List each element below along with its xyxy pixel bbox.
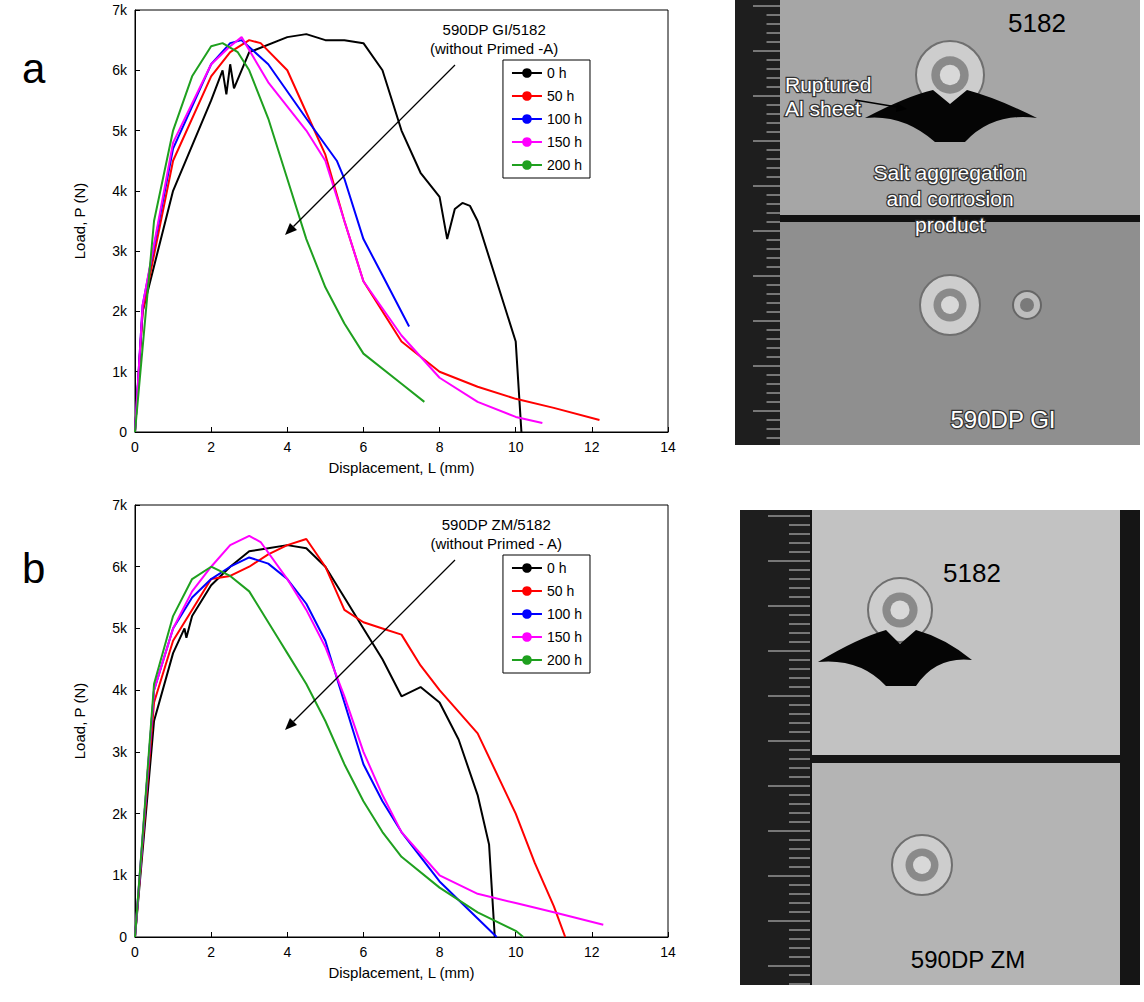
svg-text:8: 8: [436, 439, 444, 455]
svg-text:100 h: 100 h: [547, 606, 582, 622]
svg-text:150 h: 150 h: [547, 629, 582, 645]
svg-text:Load, P (N): Load, P (N): [71, 183, 88, 259]
svg-text:150 h: 150 h: [547, 134, 582, 150]
svg-text:4k: 4k: [112, 183, 128, 199]
svg-text:200 h: 200 h: [547, 652, 582, 668]
svg-text:14: 14: [660, 944, 676, 960]
svg-text:10: 10: [508, 944, 524, 960]
svg-text:3k: 3k: [112, 243, 128, 259]
svg-text:product: product: [915, 213, 985, 236]
svg-text:10: 10: [508, 439, 524, 455]
svg-text:6: 6: [360, 944, 368, 960]
svg-text:50 h: 50 h: [547, 88, 574, 104]
svg-text:(without Primed -A): (without Primed -A): [430, 40, 558, 57]
svg-text:4: 4: [283, 439, 291, 455]
svg-text:(without Primed - A): (without Primed - A): [430, 535, 562, 552]
svg-text:7k: 7k: [112, 497, 128, 513]
svg-text:and corrosion: and corrosion: [886, 187, 1013, 210]
svg-text:1k: 1k: [112, 867, 128, 883]
svg-text:590DP ZM: 590DP ZM: [911, 946, 1025, 973]
svg-text:2: 2: [207, 439, 215, 455]
svg-text:7k: 7k: [112, 2, 128, 18]
svg-text:Load, P (N): Load, P (N): [71, 683, 88, 759]
html-text:a: a: [22, 45, 46, 92]
svg-text:590DP GI/5182: 590DP GI/5182: [443, 21, 546, 38]
svg-text:14: 14: [660, 439, 676, 455]
svg-text:Salt aggregation: Salt aggregation: [874, 161, 1027, 184]
svg-text:5k: 5k: [112, 123, 128, 139]
svg-text:4: 4: [283, 944, 291, 960]
svg-text:6: 6: [360, 439, 368, 455]
svg-text:0 h: 0 h: [547, 65, 566, 81]
svg-text:5182: 5182: [1008, 8, 1066, 38]
svg-text:5182: 5182: [943, 558, 1001, 588]
svg-text:Al sheet: Al sheet: [785, 97, 861, 120]
svg-text:Ruptured: Ruptured: [785, 73, 871, 96]
svg-text:50 h: 50 h: [547, 583, 574, 599]
svg-text:3k: 3k: [112, 744, 128, 760]
html-text:b: b: [22, 545, 46, 592]
svg-text:590DP GI: 590DP GI: [951, 406, 1056, 433]
svg-text:6k: 6k: [112, 559, 128, 575]
svg-text:12: 12: [584, 439, 600, 455]
svg-text:0: 0: [119, 424, 127, 440]
svg-text:12: 12: [584, 944, 600, 960]
svg-text:1k: 1k: [112, 364, 128, 380]
svg-text:200 h: 200 h: [547, 157, 582, 173]
svg-text:2k: 2k: [112, 806, 128, 822]
svg-text:4k: 4k: [112, 682, 128, 698]
svg-text:6k: 6k: [112, 62, 128, 78]
svg-text:Displacement, L (mm): Displacement, L (mm): [328, 964, 474, 981]
svg-text:100 h: 100 h: [547, 111, 582, 127]
svg-text:0: 0: [131, 944, 139, 960]
svg-text:0 h: 0 h: [547, 560, 566, 576]
svg-text:Displacement, L (mm): Displacement, L (mm): [328, 459, 474, 476]
svg-text:2k: 2k: [112, 303, 128, 319]
svg-text:590DP ZM/5182: 590DP ZM/5182: [442, 516, 551, 533]
svg-text:0: 0: [119, 929, 127, 945]
svg-text:0: 0: [131, 439, 139, 455]
svg-text:8: 8: [436, 944, 444, 960]
svg-text:5k: 5k: [112, 620, 128, 636]
svg-text:2: 2: [207, 944, 215, 960]
